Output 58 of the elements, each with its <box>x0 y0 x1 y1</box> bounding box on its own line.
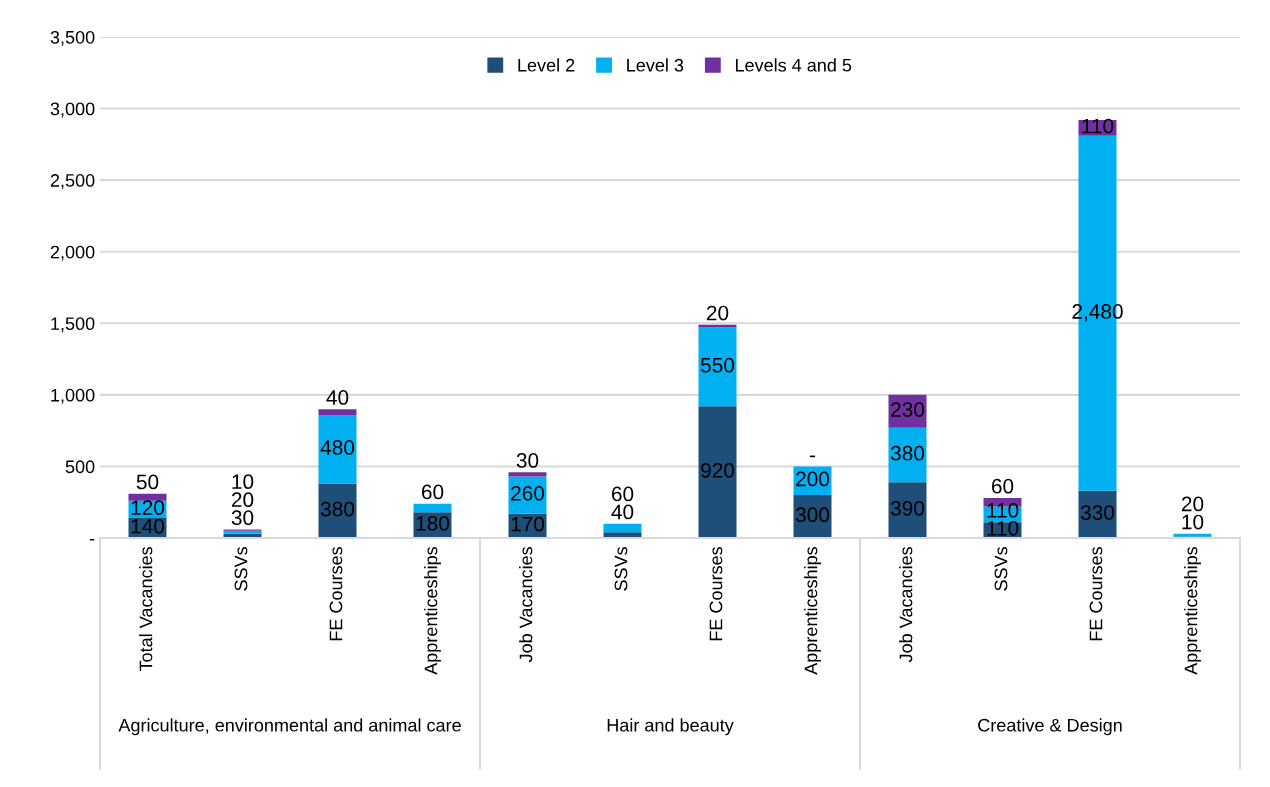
data-label: 110 <box>987 520 1019 536</box>
x-tick-label: SSVs <box>994 546 1008 591</box>
data-label: 200 <box>796 471 830 487</box>
legend-label: Level 2 <box>518 58 575 72</box>
legend-label: Levels 4 and 5 <box>735 58 852 72</box>
data-label: 140 <box>131 518 165 534</box>
data-label: - <box>809 455 816 458</box>
y-tick-label: 500 <box>65 460 95 474</box>
x-tick-label: Apprenticeships <box>1184 546 1201 675</box>
data-label: 40 <box>611 504 634 520</box>
text: Hair and beauty <box>607 718 734 736</box>
text: Creative & Design <box>978 718 1122 736</box>
data-label: 60 <box>421 484 444 500</box>
x-tick-label: Apprenticeships <box>804 546 821 675</box>
x-tick-label: SSVs <box>234 546 248 591</box>
x-tick-label: Total Vacancies <box>139 546 153 672</box>
data-label: 330 <box>1080 505 1115 520</box>
data-label: 480 <box>320 440 355 455</box>
data-label: 60 <box>991 478 1014 494</box>
data-label: 30 <box>516 453 539 468</box>
y-tick-label: 1,500 <box>51 317 95 333</box>
data-label: 20 <box>1181 496 1204 512</box>
data-label: 40 <box>326 390 349 405</box>
x-tick-label: SSVs <box>614 546 628 591</box>
data-label: 60 <box>611 486 634 502</box>
x-tick-label: Apprenticeships <box>424 546 441 675</box>
data-label: 110 <box>987 502 1019 518</box>
x-tick-label: Job Vacancies <box>519 546 533 663</box>
data-label: 230 <box>891 402 925 417</box>
y-tick-label: 2,500 <box>50 174 95 189</box>
y-tick-label: 2,000 <box>50 245 95 261</box>
data-label: 110 <box>1082 118 1114 134</box>
data-label: 170 <box>511 516 545 532</box>
data-label: 300 <box>795 507 830 523</box>
y-tick-label: - <box>89 539 95 541</box>
data-label: 120 <box>131 500 165 515</box>
text: Agriculture, environmental and animal care <box>118 718 461 736</box>
data-label: 380 <box>320 501 355 517</box>
data-label: 10 <box>232 474 254 490</box>
y-tick-label: 3,500 <box>50 30 95 46</box>
x-tick-label: FE Courses <box>709 546 723 641</box>
y-tick-label: 3,000 <box>50 102 95 118</box>
legend-label: Level 3 <box>627 58 684 72</box>
y-tick-label: 1,000 <box>51 388 95 404</box>
data-label: 10 <box>1182 514 1204 530</box>
data-label: 260 <box>511 485 545 501</box>
data-label: 20 <box>231 492 254 508</box>
x-tick-label: Job Vacancies <box>899 546 913 663</box>
data-label: 550 <box>700 357 735 373</box>
x-tick-label: FE Courses <box>329 546 343 641</box>
data-label: 390 <box>890 500 925 516</box>
data-label: 30 <box>231 510 254 526</box>
data-label: 380 <box>890 445 925 461</box>
data-label: 180 <box>416 515 450 531</box>
data-label: 20 <box>706 305 729 321</box>
data-label: 920 <box>701 462 735 478</box>
x-tick-label: FE Courses <box>1089 546 1103 641</box>
data-label: 50 <box>136 474 159 490</box>
